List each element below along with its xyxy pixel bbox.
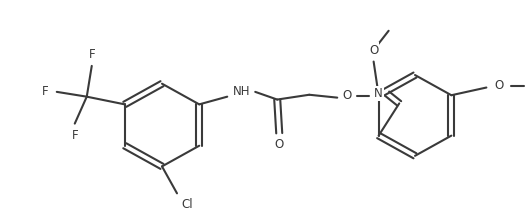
Text: N: N [374,87,382,100]
Text: O: O [495,79,504,92]
Text: NH: NH [232,85,250,98]
Text: O: O [369,43,378,57]
Text: F: F [41,85,48,98]
Text: F: F [71,129,78,142]
Text: F: F [88,48,95,61]
Text: Cl: Cl [181,198,193,211]
Text: O: O [343,89,352,102]
Text: O: O [275,138,284,151]
